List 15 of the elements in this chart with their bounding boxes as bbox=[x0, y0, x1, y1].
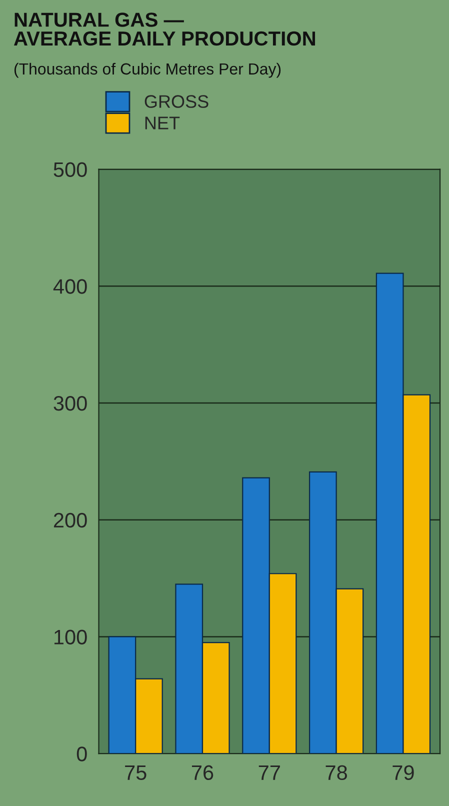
x-tick-label: 76 bbox=[192, 765, 214, 780]
x-tick-label: 79 bbox=[392, 765, 414, 780]
y-tick-label: 0 bbox=[76, 746, 87, 762]
y-tick-label: 400 bbox=[53, 279, 87, 294]
legend-label: GROSS bbox=[144, 95, 208, 108]
y-tick-label: 100 bbox=[54, 630, 87, 644]
x-tick-label: 77 bbox=[258, 765, 280, 780]
y-tick-label: 300 bbox=[54, 396, 87, 411]
x-tick-label: 75 bbox=[125, 765, 146, 780]
legend-label: NET bbox=[145, 116, 180, 130]
y-tick-label: 200 bbox=[54, 512, 87, 528]
x-tick-label: 78 bbox=[326, 765, 347, 780]
chart-subtitle: (Thousands of Cubic Metres Per Day) bbox=[14, 62, 281, 78]
chart-title: NATURAL GAS — AVERAGE DAILY PRODUCTION bbox=[14, 12, 316, 46]
y-tick-label: 500 bbox=[54, 162, 87, 178]
